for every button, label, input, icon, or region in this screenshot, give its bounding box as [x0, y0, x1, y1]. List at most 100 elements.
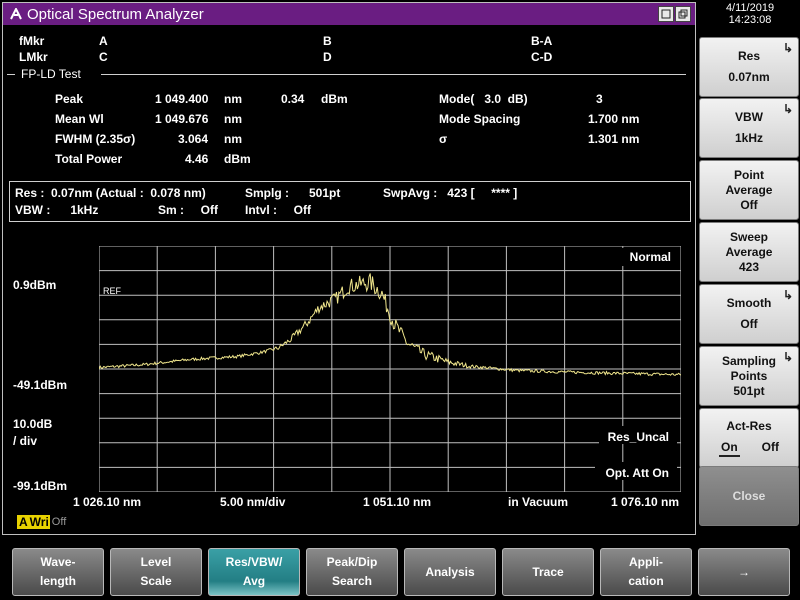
submenu-arrow-icon: ↳ — [782, 350, 793, 364]
mean-wl-label: Mean Wl — [55, 112, 104, 126]
res-softkey[interactable]: ↳ Res 0.07nm — [699, 37, 799, 97]
minimize-button[interactable] — [658, 6, 674, 22]
res-softkey-value: 0.07nm — [728, 70, 770, 84]
sweep-average-label-1: Sweep — [729, 229, 768, 244]
opt-att-label: Opt. Att On — [605, 466, 669, 480]
display-mode-label: Normal — [630, 250, 671, 264]
x-start-label: 1 026.10 nm — [73, 495, 142, 509]
marker-b-a: B-A — [531, 34, 553, 48]
close-label: Close — [732, 488, 766, 503]
point-average-value: Off — [740, 197, 758, 212]
mode-label: Mode( 3.0 dB) — [439, 92, 528, 106]
point-average-softkey[interactable]: Point Average Off — [699, 160, 799, 220]
wavelength-key-label: Wave- length — [40, 555, 76, 588]
submenu-arrow-icon: ↳ — [782, 102, 793, 116]
bottom-level-label: -99.1dBm — [13, 479, 68, 493]
spectrum-graph[interactable]: Normal REF Res_Uncal Opt. Att On — [99, 246, 681, 492]
act-res-off: Off — [761, 440, 779, 454]
submenu-arrow-icon: ↳ — [782, 288, 793, 302]
ref-level-label: 0.9dBm — [13, 278, 57, 292]
res-setting: Res : 0.07nm (Actual : 0.078 nm) — [15, 186, 206, 200]
trace-key[interactable]: Trace — [502, 548, 594, 596]
interval-setting: Intvl : Off — [245, 203, 311, 217]
sigma-value: 1.301 nm — [588, 132, 640, 146]
mid-level-label: -49.1dBm — [13, 378, 68, 392]
sweep-average-softkey[interactable]: Sweep Average 423 — [699, 222, 799, 282]
sampling-setting: Smplg : 501pt — [245, 186, 341, 200]
marker-c: C — [99, 50, 108, 64]
section-line-left — [7, 74, 15, 75]
peak-label: Peak — [55, 92, 84, 106]
mode-value: 3 — [596, 92, 603, 106]
level-scale-key[interactable]: Level Scale — [110, 548, 202, 596]
mode-spacing-label: Mode Spacing — [439, 112, 521, 126]
marker-c-d: C-D — [531, 50, 553, 64]
x-center-label: 1 051.10 nm — [363, 495, 432, 509]
fwhm-value: 3.064 — [178, 132, 209, 146]
marker-a: A — [99, 34, 108, 48]
next-page-key[interactable]: → — [698, 548, 790, 596]
res-vbw-avg-key[interactable]: Res/VBW/ Avg — [208, 548, 300, 596]
x-medium-label: in Vacuum — [508, 495, 569, 509]
sigma-label: σ — [439, 132, 448, 146]
smooth-label: Smooth — [726, 296, 772, 310]
wavelength-key[interactable]: Wave- length — [12, 548, 104, 596]
section-line-right — [101, 74, 686, 75]
res-uncal-bg — [599, 426, 677, 444]
minimize-icon — [661, 9, 671, 19]
ref-marker-label: REF — [103, 286, 122, 296]
peak-wavelength-unit: nm — [224, 92, 242, 106]
level-scale-key-label: Level Scale — [140, 555, 172, 588]
trace-key-label: Trace — [532, 564, 564, 579]
close-softkey[interactable]: Close — [699, 466, 799, 526]
softkey-panel: ↳ Res 0.07nm ↳ VBW 1kHz Point Average Of… — [699, 37, 799, 527]
off-indicator: Off — [51, 516, 67, 528]
sweep-average-label-2: Average — [725, 244, 773, 259]
settings-box — [9, 181, 691, 222]
mean-wl-unit: nm — [224, 112, 242, 126]
time: 14:23:08 — [728, 14, 772, 26]
trace-status: A Wri Off — [17, 515, 66, 529]
peak-dip-search-key[interactable]: Peak/Dip Search — [306, 548, 398, 596]
mode-spacing-value: 1.700 nm — [588, 112, 640, 126]
peak-level: 0.34 — [281, 92, 305, 106]
act-res-softkey[interactable]: Act-Res On Off — [699, 408, 799, 468]
sweep-average-value: 423 — [738, 259, 760, 274]
section-label: FP-LD Test — [21, 67, 81, 81]
window-title: Optical Spectrum Analyzer — [27, 5, 204, 23]
spectrum-trace — [99, 273, 681, 377]
submenu-arrow-icon: ↳ — [782, 41, 793, 55]
total-power-label: Total Power — [55, 152, 123, 166]
sweep-average-setting: SwpAvg : 423 [ **** ] — [383, 186, 518, 200]
application-key[interactable]: Appli- cation — [600, 548, 692, 596]
fwhm-unit: nm — [224, 132, 242, 146]
analyzer-window: Optical Spectrum Analyzer fMkr LMkr A C … — [2, 2, 696, 535]
next-page-arrow-icon: → — [738, 564, 750, 579]
datetime: 4/11/2019 14:23:08 — [700, 2, 800, 26]
vbw-softkey[interactable]: ↳ VBW 1kHz — [699, 98, 799, 158]
total-power-unit: dBm — [224, 152, 251, 166]
mean-wl-value: 1 049.676 — [155, 112, 209, 126]
vbw-softkey-value: 1kHz — [734, 131, 763, 145]
smooth-softkey[interactable]: ↳ Smooth Off — [699, 284, 799, 344]
opt-att-bg — [595, 462, 677, 480]
scale-unit-label: / div — [13, 434, 38, 448]
peak-wavelength: 1 049.400 — [155, 92, 209, 106]
restore-icon — [678, 9, 688, 19]
restore-button[interactable] — [675, 6, 691, 22]
normal-label-bg — [613, 248, 679, 266]
lmkr-label: LMkr — [19, 50, 48, 64]
date: 4/11/2019 — [725, 2, 775, 14]
fwhm-label: FWHM (2.35σ) — [55, 132, 136, 146]
peak-dip-search-key-label: Peak/Dip Search — [326, 555, 378, 588]
analysis-key[interactable]: Analysis — [404, 548, 496, 596]
sampling-points-softkey[interactable]: ↳ Sampling Points 501pt — [699, 346, 799, 406]
marker-b: B — [323, 34, 332, 48]
res-uncal-label: Res_Uncal — [608, 430, 669, 444]
point-average-label-1: Point — [734, 167, 764, 182]
x-div-label: 5.00 nm/div — [220, 495, 286, 509]
total-power-value: 4.46 — [185, 152, 209, 166]
scale-label: 10.0dB — [13, 417, 53, 431]
vbw-softkey-label: VBW — [735, 110, 763, 124]
peak-level-unit: dBm — [321, 92, 348, 106]
